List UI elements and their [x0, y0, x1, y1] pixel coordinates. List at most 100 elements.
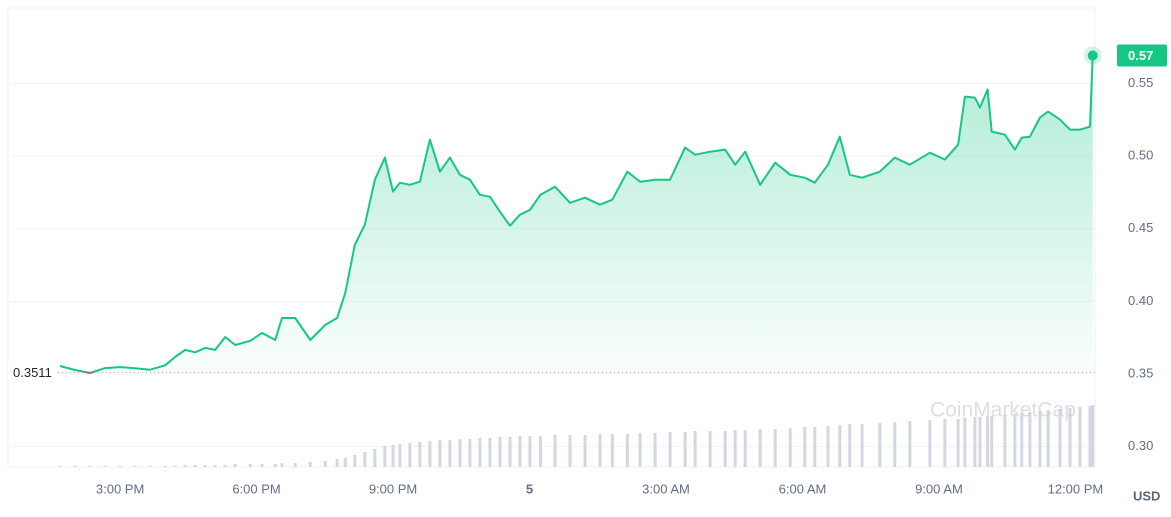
- volume-bar: [610, 434, 614, 467]
- volume-bar: [458, 439, 462, 467]
- volume-bar: [363, 452, 367, 467]
- volume-bar: [1068, 408, 1072, 467]
- volume-bar: [813, 427, 817, 467]
- volume-bar: [448, 440, 452, 467]
- volume-bar: [1058, 409, 1062, 467]
- volume-bar: [668, 432, 672, 467]
- volume-bar: [683, 432, 687, 467]
- volume-bar: [73, 466, 77, 467]
- volume-bar: [1028, 412, 1032, 467]
- volume-bar: [978, 417, 982, 467]
- x-tick-label: 9:00 PM: [369, 481, 417, 496]
- volume-bar: [803, 427, 807, 467]
- y-tick-label: 0.55: [1128, 75, 1153, 90]
- plot-frame: [7, 7, 1096, 468]
- volume-bar: [373, 449, 377, 467]
- volume-bar: [343, 458, 347, 467]
- volume-bar: [223, 465, 227, 467]
- volume-bar: [233, 464, 237, 467]
- volume-bar: [88, 466, 92, 467]
- volume-bar: [878, 423, 882, 467]
- volume-bar: [391, 445, 395, 467]
- volume-bar: [498, 437, 502, 467]
- x-tick-label: 12:00 PM: [1048, 481, 1104, 496]
- last-point: [1087, 50, 1098, 61]
- last-label-bg: [1117, 44, 1167, 67]
- volume-bar: [148, 466, 152, 467]
- volume-bar: [928, 420, 932, 467]
- volume-bar: [956, 419, 960, 467]
- volume-bar: [943, 419, 947, 467]
- volume-bar: [693, 431, 697, 467]
- x-tick-label: 3:00 PM: [96, 481, 144, 496]
- y-tick-label: 0.40: [1128, 293, 1153, 308]
- volume-bar: [383, 446, 387, 467]
- volume-bar: [553, 435, 557, 467]
- watermark: CoinMarketCap: [930, 399, 1076, 422]
- volume-bar: [893, 422, 897, 467]
- volume-bar: [1003, 415, 1007, 467]
- x-tick-label: 3:00 AM: [642, 481, 690, 496]
- volume-bar: [986, 416, 990, 467]
- volume-bar: [418, 442, 422, 467]
- volume-bar: [398, 444, 402, 467]
- x-tick-label: 5: [526, 481, 533, 496]
- volume-bar: [428, 441, 432, 467]
- volume-bar: [826, 426, 830, 467]
- volume-bar: [1078, 407, 1082, 467]
- volume-bar: [538, 436, 542, 467]
- volume-bar: [133, 466, 137, 467]
- volume-bar: [213, 465, 217, 467]
- volume-bar: [1088, 406, 1092, 467]
- volume-bar: [293, 463, 297, 467]
- volume-bar: [193, 465, 197, 467]
- volume-bar: [58, 466, 62, 467]
- y-tick-label: 0.35: [1128, 365, 1153, 380]
- volume-bar: [1013, 414, 1017, 467]
- volume-bar: [528, 436, 532, 467]
- volume-bar: [758, 429, 762, 467]
- volume-bar: [848, 424, 852, 467]
- y-tick-label: 0.30: [1128, 438, 1153, 453]
- x-tick-label: 6:00 AM: [779, 481, 827, 496]
- volume-bar: [598, 434, 602, 467]
- volume-bar: [908, 421, 912, 467]
- volume-bar: [103, 466, 107, 467]
- volume-bar: [838, 425, 842, 467]
- volume-bar: [773, 429, 777, 467]
- volume-bar: [248, 464, 252, 467]
- volume-bar: [508, 437, 512, 467]
- volume-bar: [1038, 411, 1042, 467]
- volume-bar: [163, 466, 167, 467]
- volume-bar: [478, 438, 482, 467]
- volume-bar: [743, 430, 747, 467]
- x-tick-label: 6:00 PM: [232, 481, 280, 496]
- volume-bar: [353, 455, 357, 467]
- last-label: 0.57: [1128, 48, 1153, 63]
- volume-bar: [860, 424, 864, 467]
- volume-bar: [788, 428, 792, 467]
- volume-bar: [1046, 410, 1050, 467]
- volume-bar: [118, 466, 122, 467]
- volume-bar: [173, 466, 177, 467]
- volume-bar: [568, 435, 572, 467]
- volume-bar: [638, 433, 642, 467]
- volume-bar: [733, 430, 737, 467]
- volume-bar: [583, 435, 587, 467]
- volume-bar: [1091, 405, 1095, 467]
- volume-bar: [990, 416, 994, 467]
- volume-bar: [1020, 413, 1024, 467]
- volume-bar: [280, 463, 284, 467]
- x-tick-label: 9:00 AM: [915, 481, 963, 496]
- volume-bar: [518, 436, 522, 467]
- volume-bar: [408, 443, 412, 467]
- volume-bar: [203, 465, 207, 467]
- volume-bar: [708, 431, 712, 467]
- volume-bar: [973, 417, 977, 467]
- volume-bar: [308, 462, 312, 467]
- y-tick-label: 0.50: [1128, 148, 1153, 163]
- price-area: [60, 55, 1093, 373]
- volume-bar: [273, 464, 277, 467]
- price-line: [59, 55, 1094, 373]
